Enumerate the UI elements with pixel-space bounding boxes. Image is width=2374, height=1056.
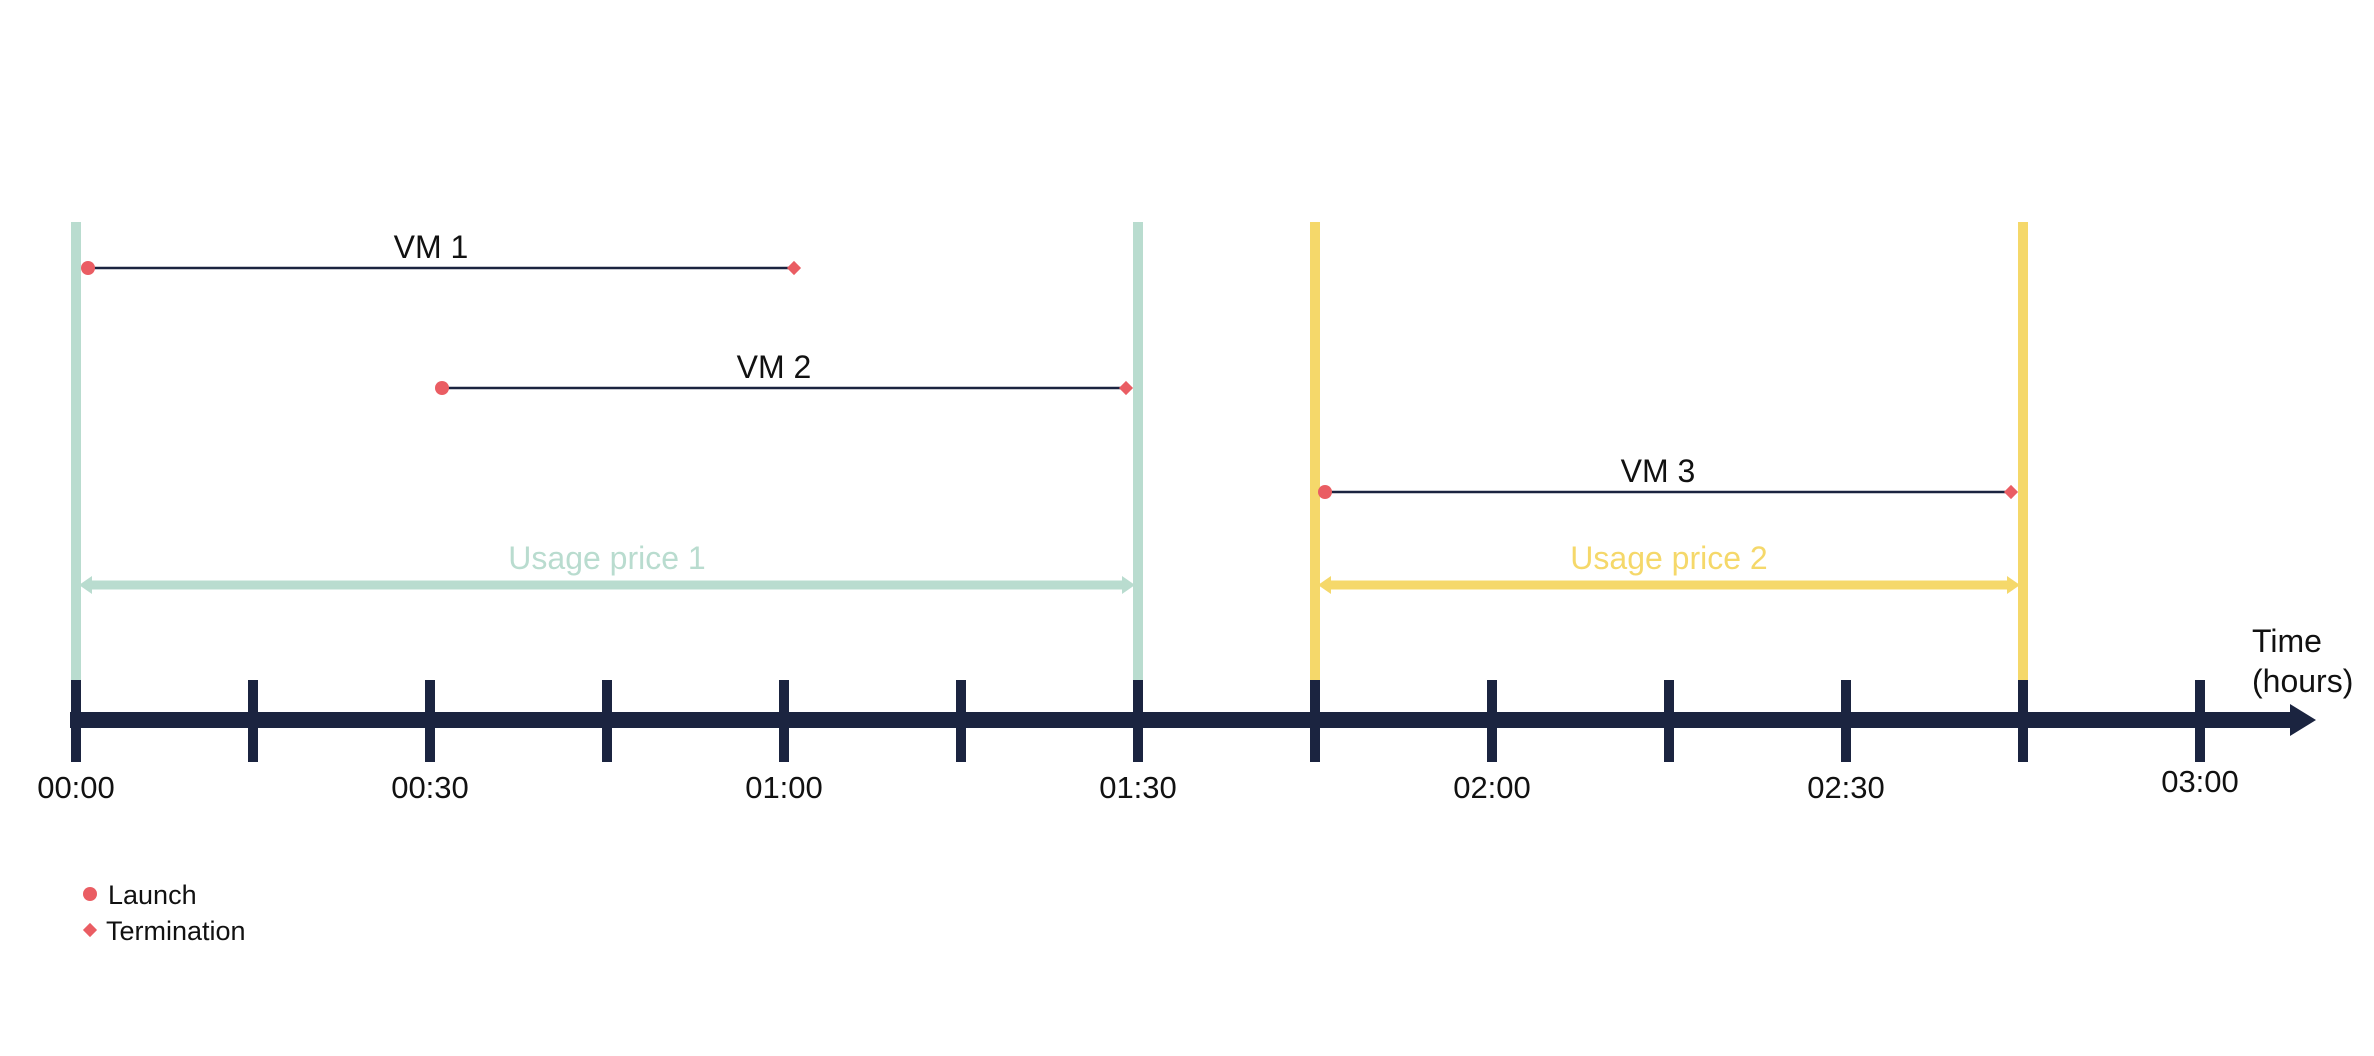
time-axis-title-line2: (hours) xyxy=(2252,663,2353,699)
usage-window-label: Usage price 1 xyxy=(508,540,705,576)
usage-window-spans: Usage price 1 Usage price 2 xyxy=(79,540,2020,594)
launch-legend-marker xyxy=(83,887,97,901)
launch-legend-label: Launch xyxy=(108,880,197,910)
vm-launch-marker xyxy=(81,261,95,275)
time-axis-title-line1: Time xyxy=(2252,623,2322,659)
vm-termination-marker xyxy=(1118,380,1134,396)
time-axis-tick-label: 02:30 xyxy=(1807,770,1885,805)
time-axis-tick-label: 00:00 xyxy=(37,770,115,805)
vm-termination-marker xyxy=(786,260,802,276)
time-axis-tick-labels: 00:00 00:30 01:00 01:30 02:00 02:30 03:00 xyxy=(37,764,2239,805)
vm-termination-marker xyxy=(2003,484,2019,500)
vm-lifetimes: VM 1 VM 2 VM 3 xyxy=(81,229,2019,500)
legend: Launch Termination xyxy=(82,880,246,946)
vm-launch-marker xyxy=(435,381,449,395)
time-axis-tick-label: 03:00 xyxy=(2161,764,2239,799)
time-axis-ticks xyxy=(71,680,2205,762)
vm-name-label: VM 3 xyxy=(1621,453,1696,489)
termination-legend-label: Termination xyxy=(106,916,246,946)
time-axis-arrowhead xyxy=(2290,704,2316,736)
usage-window-boundaries xyxy=(71,222,2028,680)
usage-window-span-arrow-left xyxy=(1318,576,1331,594)
time-axis-tick-label: 01:00 xyxy=(745,770,823,805)
time-axis-tick-label: 01:30 xyxy=(1099,770,1177,805)
usage-window-span-arrow-left xyxy=(79,576,92,594)
usage-window-span-arrow-right xyxy=(2007,576,2020,594)
vm-name-label: VM 1 xyxy=(394,229,469,265)
vm-launch-marker xyxy=(1318,485,1332,499)
termination-legend-marker xyxy=(82,922,98,938)
usage-window-span-arrow-right xyxy=(1122,576,1135,594)
time-axis: 00:00 00:30 01:00 01:30 02:00 02:30 03:00 Time… xyxy=(37,623,2353,805)
usage-window-label: Usage price 2 xyxy=(1570,540,1767,576)
time-axis-tick-label: 02:00 xyxy=(1453,770,1531,805)
vm-name-label: VM 2 xyxy=(737,349,812,385)
time-axis-tick-label: 00:30 xyxy=(391,770,469,805)
